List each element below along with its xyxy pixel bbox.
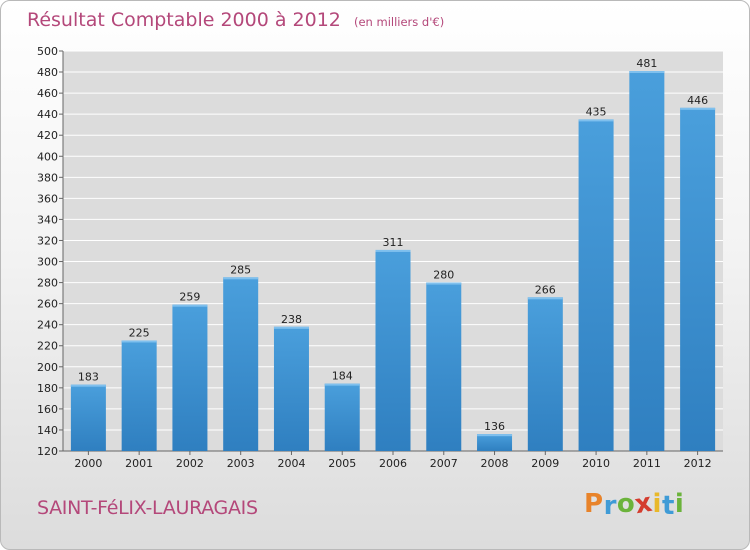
y-tick-label: 360 xyxy=(37,192,58,205)
x-tick-label: 2009 xyxy=(531,457,559,470)
bar-value-label: 184 xyxy=(332,370,353,383)
bar xyxy=(324,383,360,451)
x-tick-label: 2012 xyxy=(684,457,712,470)
logo-letter: i xyxy=(674,489,685,519)
bar-value-label: 481 xyxy=(636,57,657,70)
bar-highlight xyxy=(223,277,259,280)
bar xyxy=(375,249,411,451)
x-tick-label: 2000 xyxy=(74,457,102,470)
x-tick-label: 2003 xyxy=(227,457,255,470)
y-tick-label: 180 xyxy=(37,382,58,395)
x-tick-label: 2004 xyxy=(277,457,305,470)
bar-highlight xyxy=(527,297,563,300)
y-tick-label: 340 xyxy=(37,213,58,226)
chart-subtitle: (en milliers d'€) xyxy=(353,15,445,29)
bar-highlight xyxy=(121,340,157,343)
logo-letter: r xyxy=(603,491,617,521)
bar xyxy=(680,107,716,451)
y-tick-label: 300 xyxy=(37,256,58,269)
bar-value-label: 280 xyxy=(433,269,454,282)
logo-letter: o xyxy=(616,489,636,519)
bar xyxy=(426,282,462,451)
y-tick-label: 480 xyxy=(37,66,58,79)
bar xyxy=(477,434,513,451)
x-tick-label: 2011 xyxy=(633,457,661,470)
y-tick-label: 280 xyxy=(37,277,58,290)
proxiti-logo: Proxiti xyxy=(584,488,685,521)
logo-letter: t xyxy=(661,491,675,521)
logo-letter: P xyxy=(584,489,604,519)
bar xyxy=(223,277,259,451)
x-tick-label: 2007 xyxy=(430,457,458,470)
y-tick-label: 320 xyxy=(37,234,58,247)
y-tick-label: 120 xyxy=(37,445,58,458)
y-tick-label: 420 xyxy=(37,129,58,142)
bar-highlight xyxy=(70,384,106,387)
bar-highlight xyxy=(172,304,208,307)
bar-highlight xyxy=(629,71,665,73)
logo-letter: i xyxy=(652,489,662,519)
x-tick-label: 2010 xyxy=(582,457,610,470)
x-tick-label: 2006 xyxy=(379,457,407,470)
y-tick-label: 160 xyxy=(37,403,58,416)
y-tick-label: 400 xyxy=(37,150,58,163)
commune-name: SAINT-FéLIX-LAURAGAIS xyxy=(37,497,258,519)
bar-value-label: 225 xyxy=(129,326,150,339)
bar xyxy=(273,326,309,451)
bar-highlight xyxy=(375,249,411,252)
x-tick-label: 2001 xyxy=(125,457,153,470)
x-tick-label: 2008 xyxy=(481,457,509,470)
bar xyxy=(629,71,665,451)
bar-value-label: 238 xyxy=(281,313,302,326)
bar xyxy=(172,304,208,451)
bar-value-label: 285 xyxy=(230,263,251,276)
bar-highlight xyxy=(273,326,309,329)
y-tick-label: 500 xyxy=(37,45,58,58)
y-tick-label: 380 xyxy=(37,171,58,184)
y-tick-label: 260 xyxy=(37,298,58,311)
y-tick-label: 220 xyxy=(37,340,58,353)
bar-value-label: 311 xyxy=(383,236,404,249)
y-tick-label: 460 xyxy=(37,87,58,100)
bar xyxy=(578,119,614,451)
bar-value-label: 435 xyxy=(586,105,607,118)
bar xyxy=(527,297,563,451)
bar-value-label: 183 xyxy=(78,371,99,384)
bar-highlight xyxy=(578,119,614,122)
bar-highlight xyxy=(324,383,360,386)
bar-highlight xyxy=(426,282,462,285)
x-tick-label: 2002 xyxy=(176,457,204,470)
y-tick-label: 140 xyxy=(37,424,58,437)
y-tick-label: 440 xyxy=(37,108,58,121)
bar-value-label: 136 xyxy=(484,420,505,433)
bar xyxy=(70,384,106,451)
chart-title-block: Résultat Comptable 2000 à 2012 (en milli… xyxy=(27,9,444,31)
y-tick-label: 200 xyxy=(37,361,58,374)
chart-title: Résultat Comptable 2000 à 2012 xyxy=(27,9,341,31)
y-tick-label: 240 xyxy=(37,319,58,332)
bar xyxy=(121,340,157,451)
bar-highlight xyxy=(477,434,513,437)
x-tick-label: 2005 xyxy=(328,457,356,470)
bar-value-label: 259 xyxy=(179,291,200,304)
bar-value-label: 446 xyxy=(687,94,708,107)
bar-highlight xyxy=(680,107,716,110)
bar-value-label: 266 xyxy=(535,283,556,296)
